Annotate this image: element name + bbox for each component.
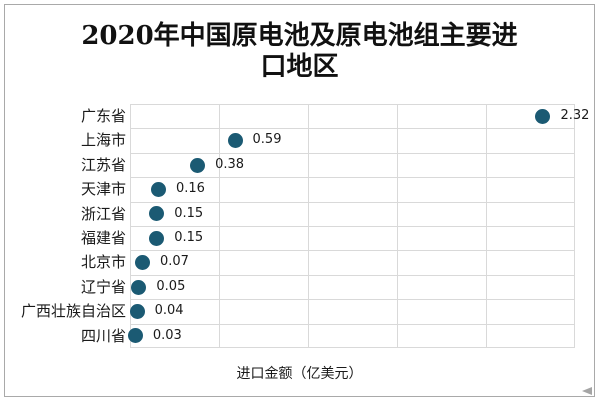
plot-area: 2.32 0.59 0.38 0.16 0.15 0.15 0.07 0.05 0.04 0.03 xyxy=(127,104,589,348)
x-axis-label: 进口金额（亿美元） xyxy=(236,366,363,382)
data-point xyxy=(535,108,551,124)
value-label: 0.59 xyxy=(252,132,282,148)
horizontal-gridline xyxy=(130,323,575,325)
value-label: 0.15 xyxy=(174,205,204,221)
category-label: 江苏省 xyxy=(80,155,126,174)
data-point xyxy=(127,328,143,344)
data-point xyxy=(190,157,206,173)
data-point xyxy=(149,206,165,222)
horizontal-gridline xyxy=(130,250,575,252)
category-label: 广西壮族自治区 xyxy=(20,302,126,321)
horizontal-gridline xyxy=(130,347,575,348)
chart-frame: 2020年中国原电池及原电池组主要进口地区 2.32 0.59 0.38 0.16 0.… xyxy=(4,4,595,397)
category-label: 北京市 xyxy=(80,253,126,272)
data-point xyxy=(149,230,165,246)
cursor-artifact xyxy=(582,387,592,395)
vertical-gridline xyxy=(574,104,575,348)
vertical-gridline xyxy=(397,104,398,348)
value-label: 0.07 xyxy=(159,254,189,270)
data-point xyxy=(227,133,243,149)
category-label: 辽宁省 xyxy=(80,277,126,296)
horizontal-gridline xyxy=(130,152,575,154)
value-label: 0.03 xyxy=(152,327,182,343)
value-label: 0.15 xyxy=(174,230,204,245)
horizontal-gridline xyxy=(130,104,575,105)
vertical-gridline xyxy=(219,104,220,348)
value-label: 0.38 xyxy=(215,156,245,172)
category-label: 天津市 xyxy=(80,180,126,199)
data-point xyxy=(129,303,145,319)
vertical-gridline xyxy=(308,104,309,348)
data-point xyxy=(150,181,166,197)
data-point xyxy=(131,279,147,295)
horizontal-gridline xyxy=(130,201,575,203)
vertical-gridline xyxy=(130,104,131,348)
value-label: 0.16 xyxy=(175,181,205,197)
horizontal-gridline xyxy=(130,274,575,276)
value-label: 0.05 xyxy=(156,278,186,294)
horizontal-gridline xyxy=(130,299,575,301)
category-label: 福建省 xyxy=(80,229,126,247)
horizontal-gridline xyxy=(130,177,575,179)
category-label: 浙江省 xyxy=(80,204,126,223)
value-label: 0.04 xyxy=(154,303,184,319)
value-label: 2.32 xyxy=(560,108,590,123)
category-label: 上海市 xyxy=(80,131,126,150)
data-point xyxy=(134,255,150,271)
category-label: 广东省 xyxy=(80,107,126,125)
vertical-gridline xyxy=(486,104,487,348)
horizontal-gridline xyxy=(130,226,575,227)
category-label: 四川省 xyxy=(80,326,126,345)
horizontal-gridline xyxy=(130,128,575,130)
chart-title: 2020年中国原电池及原电池组主要进口地区 xyxy=(81,21,518,82)
